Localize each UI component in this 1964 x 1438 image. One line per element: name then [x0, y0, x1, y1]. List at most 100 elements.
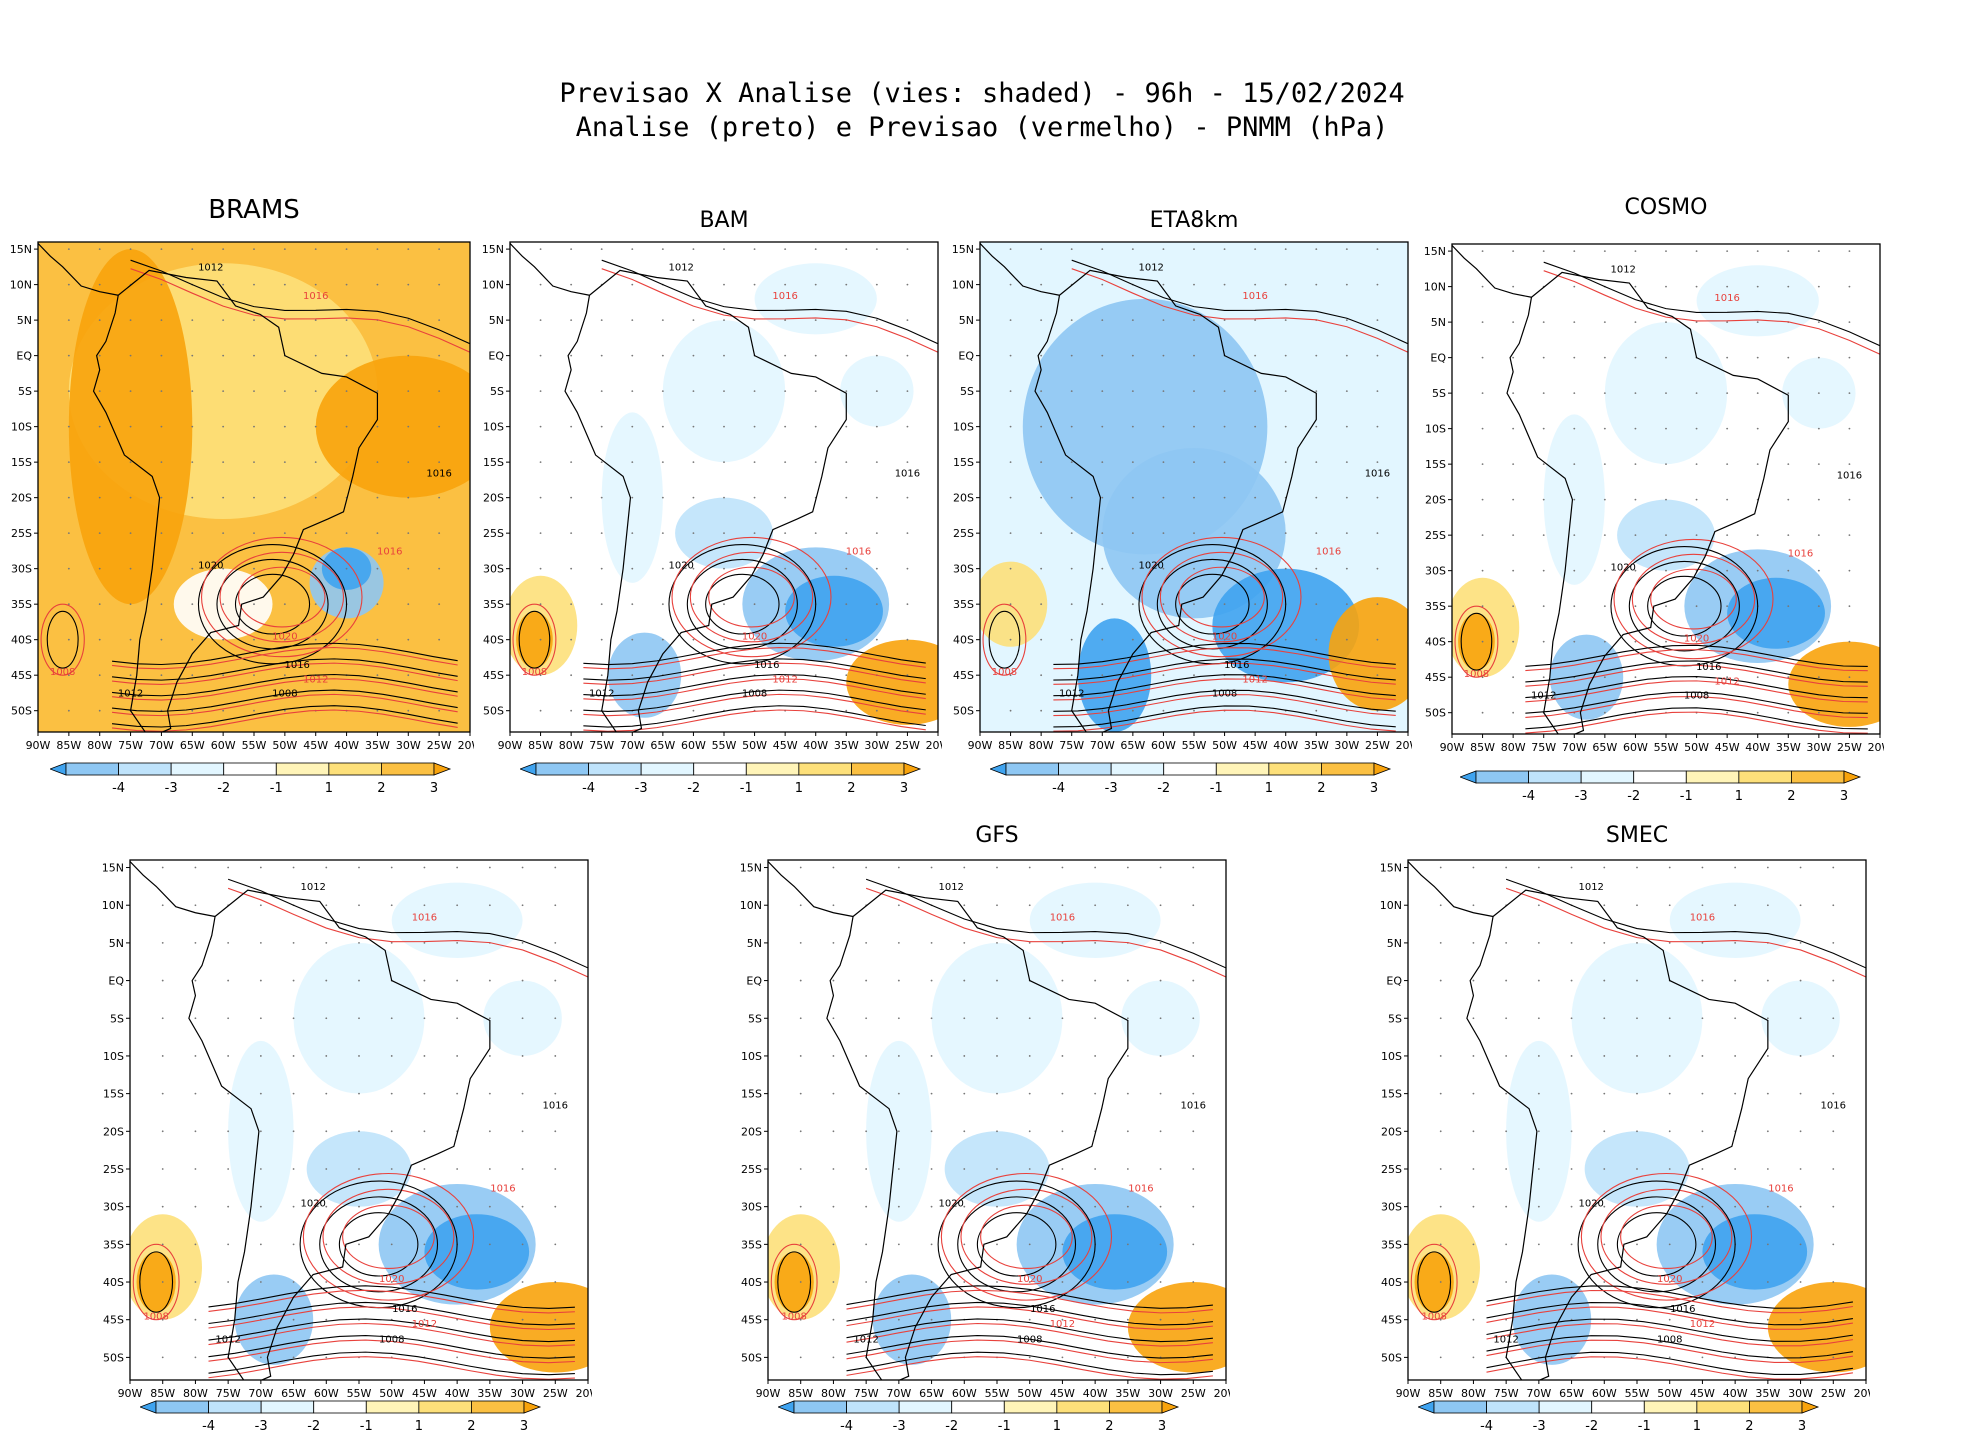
- lat-tick-label: 5S: [748, 1012, 762, 1025]
- isobar-label: 1012: [1714, 676, 1739, 687]
- lat-tick-label: 10S: [953, 421, 974, 434]
- lon-tick-label: 30W: [510, 1387, 535, 1400]
- lat-tick-label: 50S: [741, 1351, 762, 1364]
- colorbar-label: 3: [520, 1419, 528, 1434]
- isobar-label: 1012: [668, 262, 693, 273]
- colorbar-swatch: [1433, 1400, 1487, 1414]
- lon-tick-label: 65W: [180, 739, 205, 752]
- lon-tick-label: 30W: [1334, 739, 1359, 752]
- isobar-label: 1016: [1316, 546, 1341, 557]
- lon-tick-label: 40W: [445, 1387, 470, 1400]
- colorbar-swatch: [1538, 1400, 1593, 1414]
- map-svg: 1012 1016 1016 1020 1016 1012 1008 1008 1020 1016…: [482, 241, 942, 752]
- colorbar: -4-3-2-11234: [48, 762, 491, 800]
- lat-tick-label: 20S: [741, 1125, 762, 1138]
- lat-tick-label: 5N: [109, 937, 124, 950]
- lon-tick-label: 90W: [968, 739, 993, 752]
- lon-tick-label: 85W: [56, 739, 81, 752]
- lon-tick-label: 90W: [498, 739, 523, 752]
- lon-tick-label: 20W: [926, 739, 942, 752]
- colorbar-swatch: [798, 762, 852, 776]
- lat-tick-label: 35S: [1381, 1238, 1402, 1251]
- lon-tick-label: 45W: [412, 1387, 437, 1400]
- lon-tick-label: 20W: [1854, 1387, 1870, 1400]
- lat-tick-label: 30S: [741, 1201, 762, 1214]
- isobar-label: 1016: [1696, 662, 1721, 673]
- lat-tick-label: 30S: [953, 563, 974, 576]
- colorbar-swatch: [1528, 770, 1582, 784]
- lon-tick-label: 25W: [543, 1387, 568, 1400]
- lon-tick-label: 85W: [998, 739, 1023, 752]
- lat-tick-label: 10N: [1424, 281, 1446, 294]
- central-america-coastline: [980, 243, 1060, 296]
- colorbar-swatch: [1591, 1400, 1645, 1414]
- colorbar-swatch: [793, 1400, 847, 1414]
- colorbar-label: -1: [360, 1419, 373, 1434]
- lon-tick-label: 80W: [821, 1387, 846, 1400]
- isobar-label: 1020: [1578, 1199, 1603, 1210]
- isobar-label: 1016: [490, 1184, 515, 1195]
- lat-tick-label: 15S: [741, 1088, 762, 1101]
- isobar-label: 1016: [1821, 1101, 1846, 1112]
- lat-tick-label: 35S: [1425, 600, 1446, 613]
- lat-tick-label: 15S: [1381, 1088, 1402, 1101]
- lon-tick-label: 80W: [183, 1387, 208, 1400]
- lon-tick-label: 40W: [334, 739, 359, 752]
- isobar-label: 1012: [198, 262, 223, 273]
- lat-tick-label: 10S: [1381, 1050, 1402, 1063]
- lat-tick-label: 5S: [960, 385, 974, 398]
- isobar-label: 1012: [1531, 690, 1556, 701]
- isobar-label: 1012: [1493, 1334, 1518, 1345]
- isobar-label: 1016: [772, 291, 797, 302]
- colorbar-label: -2: [217, 781, 230, 796]
- colorbar-label: 1: [325, 781, 333, 796]
- lat-tick-label: 35S: [953, 598, 974, 611]
- lon-tick-label: 25W: [1365, 739, 1390, 752]
- isobar-label: 1016: [1181, 1101, 1206, 1112]
- lon-tick-label: 30W: [1788, 1387, 1813, 1400]
- isobar-label: 1008: [1464, 669, 1489, 680]
- isobar-label: 1008: [272, 688, 297, 699]
- lon-tick-label: 55W: [712, 739, 737, 752]
- colorbar-swatch: [1058, 762, 1112, 776]
- lon-tick-label: 55W: [347, 1387, 372, 1400]
- map-panel-gfs: 1012 1016 1016 1020 1016 1012 1008 1008 1020 1016…: [724, 856, 1230, 1406]
- lon-tick-label: 40W: [803, 739, 828, 752]
- lat-tick-label: 20S: [953, 492, 974, 505]
- colorbar-label: 1: [1053, 1419, 1061, 1434]
- colorbar-label: -2: [1627, 789, 1640, 804]
- lat-tick-label: 25S: [1381, 1163, 1402, 1176]
- colorbar-swatch: [118, 762, 172, 776]
- colorbar-label: -1: [1680, 789, 1693, 804]
- lon-tick-label: 35W: [1304, 739, 1329, 752]
- isobar-label: 1012: [853, 1334, 878, 1345]
- colorbar-label: 3: [430, 781, 438, 796]
- lon-tick-label: 55W: [1625, 1387, 1650, 1400]
- colorbar-swatch: [381, 762, 435, 776]
- lon-tick-label: 60W: [314, 1387, 339, 1400]
- colorbar-label: 1: [415, 1419, 423, 1434]
- isobar-label: 1020: [1138, 561, 1163, 572]
- lat-tick-label: 15N: [1424, 245, 1446, 258]
- colorbar-swatch: [1215, 762, 1270, 776]
- isobar-label: 1012: [1242, 674, 1267, 685]
- central-america-coastline: [1408, 861, 1494, 918]
- isobar-label: 1020: [1684, 634, 1709, 645]
- colorbar-label: -2: [687, 781, 700, 796]
- colorbar-swatch: [898, 1400, 953, 1414]
- lon-tick-label: 85W: [1470, 741, 1495, 754]
- isobar-label: 1012: [300, 882, 325, 893]
- lon-tick-label: 75W: [1059, 739, 1084, 752]
- isobar-label: 1016: [1050, 912, 1075, 923]
- lat-tick-label: 15N: [10, 243, 32, 256]
- lat-tick-label: 50S: [483, 705, 504, 718]
- colorbar-label: 1: [1735, 789, 1743, 804]
- colorbar-swatch: [1696, 1400, 1750, 1414]
- colorbar-swatch: [846, 1400, 900, 1414]
- colorbar-label: 3: [1798, 1419, 1806, 1434]
- lon-tick-label: 20W: [1396, 739, 1412, 752]
- lon-tick-label: 30W: [864, 739, 889, 752]
- map-svg: 1012 1016 1016 1020 1016 1012 1008 1008 1020 1016…: [1424, 243, 1884, 754]
- lat-tick-label: 10N: [1380, 899, 1402, 912]
- lon-tick-label: 70W: [149, 739, 174, 752]
